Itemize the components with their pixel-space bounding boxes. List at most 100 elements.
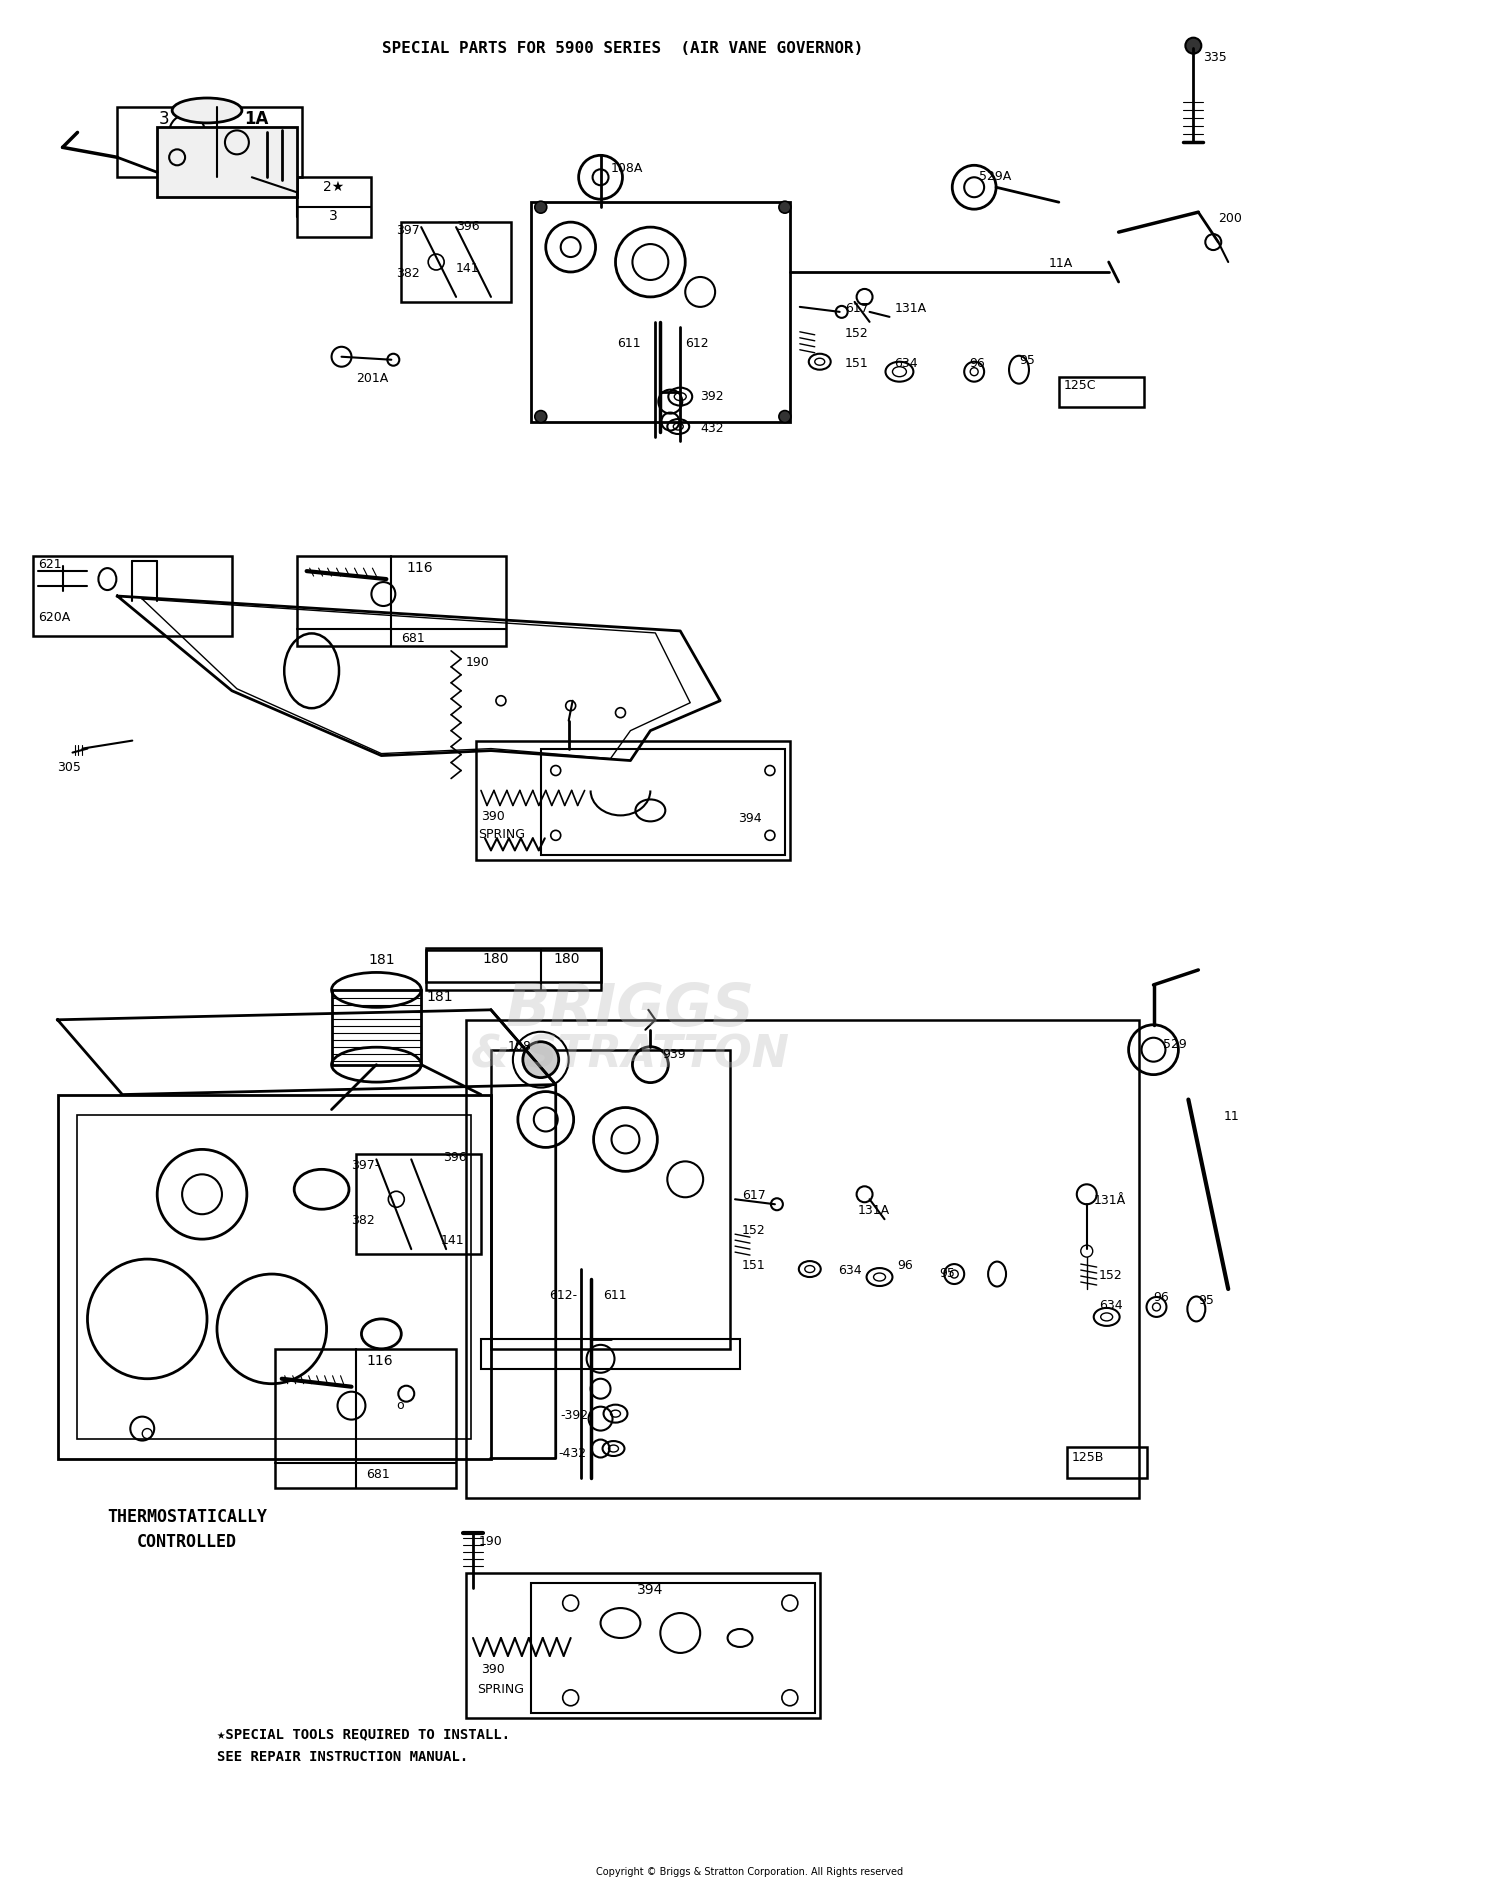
Text: 11A: 11A [1048, 256, 1072, 269]
Circle shape [524, 1041, 558, 1077]
Text: 11: 11 [1222, 1110, 1239, 1123]
Text: 131Å: 131Å [1094, 1195, 1126, 1206]
Text: 612-: 612- [549, 1288, 578, 1301]
Text: 620A: 620A [38, 611, 70, 624]
Bar [466, 1573, 819, 1719]
Text: SPRING: SPRING [478, 829, 525, 842]
Text: 3: 3 [328, 209, 338, 224]
Text: SEE REPAIR INSTRUCTION MANUAL.: SEE REPAIR INSTRUCTION MANUAL. [217, 1749, 468, 1764]
Text: 116: 116 [406, 562, 433, 575]
Text: 125C: 125C [1064, 379, 1096, 391]
Text: 125B: 125B [1072, 1451, 1104, 1463]
Text: 152: 152 [742, 1224, 766, 1237]
Text: -392: -392 [561, 1409, 590, 1421]
Text: ★SPECIAL TOOLS REQUIRED TO INSTALL.: ★SPECIAL TOOLS REQUIRED TO INSTALL. [217, 1728, 510, 1741]
Text: 621: 621 [38, 558, 62, 571]
Text: 200: 200 [1218, 212, 1242, 226]
Circle shape [399, 1385, 414, 1402]
Bar [297, 176, 372, 237]
Text: 397: 397 [396, 224, 420, 237]
Text: 131A: 131A [894, 302, 927, 315]
Text: 529: 529 [1164, 1038, 1186, 1051]
Text: 611: 611 [618, 338, 640, 349]
Text: SPECIAL PARTS FOR 5900 SERIES  (AIR VANE GOVERNOR): SPECIAL PARTS FOR 5900 SERIES (AIR VANE … [382, 40, 864, 55]
Text: 634: 634 [1098, 1299, 1122, 1313]
Text: 396: 396 [456, 220, 480, 233]
Bar [117, 108, 302, 176]
Text: 116: 116 [366, 1354, 393, 1368]
Text: 95: 95 [1198, 1294, 1214, 1307]
Text: 394: 394 [638, 1584, 663, 1597]
Bar [426, 950, 600, 990]
Text: -432: -432 [558, 1447, 586, 1459]
Bar [332, 990, 422, 1064]
Bar [158, 127, 297, 197]
Bar [476, 740, 790, 859]
Text: 611: 611 [603, 1288, 627, 1301]
Circle shape [778, 410, 790, 423]
Text: 180: 180 [554, 952, 580, 966]
Text: 2★: 2★ [322, 180, 344, 193]
Text: 180: 180 [483, 952, 508, 966]
Bar [274, 1349, 456, 1489]
Text: CONTROLLED: CONTROLLED [136, 1533, 237, 1552]
Text: 108: 108 [509, 1040, 532, 1053]
Text: 394: 394 [738, 812, 762, 825]
Text: 181: 181 [426, 990, 453, 1004]
Text: 95: 95 [1019, 353, 1035, 366]
Text: 939: 939 [663, 1047, 686, 1060]
Bar [57, 1095, 491, 1459]
Text: o: o [396, 1398, 404, 1411]
Text: 397-: 397- [351, 1159, 380, 1172]
Bar [531, 203, 790, 421]
Text: 181: 181 [369, 952, 394, 967]
Bar [297, 556, 506, 645]
Text: 390: 390 [482, 810, 504, 823]
Text: 335: 335 [1203, 51, 1227, 64]
Text: 390: 390 [482, 1664, 504, 1675]
Bar [1059, 378, 1143, 406]
Text: 108A: 108A [610, 163, 644, 175]
Text: 151: 151 [742, 1260, 766, 1273]
Bar [426, 948, 600, 983]
Bar [78, 1115, 471, 1438]
Text: 634: 634 [837, 1263, 861, 1277]
Text: 305: 305 [57, 761, 81, 774]
Text: 96: 96 [969, 357, 986, 370]
Circle shape [1185, 38, 1202, 53]
Text: 1A: 1A [244, 110, 268, 129]
Text: 396: 396 [442, 1151, 466, 1165]
Text: 612: 612 [686, 338, 709, 349]
Text: SPRING: SPRING [477, 1683, 524, 1696]
Text: 382: 382 [396, 267, 420, 281]
Text: 432: 432 [700, 421, 724, 434]
Text: 152: 152 [844, 326, 868, 340]
Text: 95: 95 [939, 1267, 956, 1280]
Text: 131A: 131A [858, 1205, 889, 1218]
Bar [402, 222, 512, 302]
Text: 96: 96 [897, 1260, 914, 1273]
Text: & STRATTON: & STRATTON [471, 1034, 789, 1076]
Text: 151: 151 [844, 357, 868, 370]
Text: 190: 190 [466, 656, 490, 670]
Ellipse shape [172, 99, 242, 123]
Text: 529A: 529A [980, 171, 1011, 184]
Text: 617: 617 [742, 1189, 766, 1203]
Text: 190: 190 [478, 1535, 502, 1548]
Bar [482, 1339, 740, 1370]
Circle shape [536, 410, 548, 423]
Text: Copyright © Briggs & Stratton Corporation. All Rights reserved: Copyright © Briggs & Stratton Corporatio… [597, 1867, 903, 1878]
Text: 141: 141 [441, 1235, 465, 1246]
Circle shape [778, 201, 790, 212]
Text: 681: 681 [402, 632, 424, 645]
Text: 617: 617 [844, 302, 868, 315]
Text: 152: 152 [1098, 1269, 1122, 1282]
Text: 141: 141 [456, 262, 480, 275]
Bar [33, 556, 232, 635]
Bar [1066, 1447, 1146, 1478]
Circle shape [536, 201, 548, 212]
Text: 201A: 201A [357, 372, 388, 385]
Bar [466, 1021, 1138, 1499]
Text: THERMOSTATICALLY: THERMOSTATICALLY [106, 1508, 267, 1527]
Bar [490, 1049, 730, 1349]
